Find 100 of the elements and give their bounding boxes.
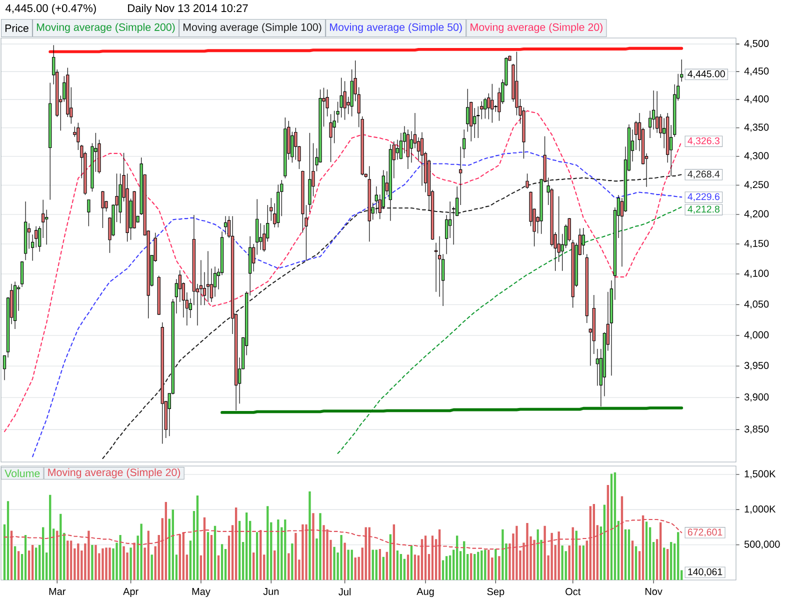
x-tick-label: Mar — [49, 588, 66, 596]
bar — [589, 506, 592, 580]
candlestick — [256, 198, 259, 256]
candlestick — [596, 348, 599, 386]
bar — [217, 555, 220, 580]
bar — [582, 546, 584, 580]
bar — [326, 529, 328, 580]
bar — [108, 548, 111, 580]
bar — [484, 550, 486, 580]
bar — [122, 546, 125, 580]
candlestick — [413, 112, 417, 149]
candlestick — [199, 260, 203, 306]
bar — [677, 532, 680, 580]
bar — [105, 548, 108, 580]
bar — [172, 510, 174, 580]
bar — [88, 530, 90, 580]
bar — [575, 530, 578, 580]
bar — [494, 549, 497, 580]
bar — [642, 515, 644, 580]
bar — [94, 544, 97, 580]
bar — [474, 554, 476, 580]
y-tick-label: 1,000K — [744, 505, 776, 514]
bar — [210, 534, 213, 580]
bar — [662, 548, 666, 580]
bar — [333, 546, 336, 580]
bar — [319, 513, 322, 580]
bar — [302, 524, 304, 580]
bar — [624, 529, 627, 580]
bar — [10, 530, 13, 580]
bar — [288, 553, 290, 580]
bar — [382, 556, 384, 580]
bar — [502, 529, 504, 580]
bar — [312, 513, 314, 580]
bar — [350, 550, 353, 580]
text: Moving average (Simple 100) — [184, 23, 322, 34]
bar — [56, 530, 58, 580]
bar — [424, 536, 427, 580]
bar — [277, 519, 280, 580]
bar — [147, 530, 150, 580]
bar — [378, 549, 381, 580]
bar — [389, 534, 392, 580]
bar — [14, 546, 16, 580]
bar — [628, 529, 630, 580]
text: Price — [5, 24, 28, 32]
bar — [606, 485, 610, 580]
bar — [533, 540, 536, 580]
bar — [396, 550, 399, 580]
candlestick — [202, 272, 206, 306]
bar — [526, 523, 528, 580]
y-tick-label: 4,350 — [744, 124, 769, 132]
candlestick — [396, 139, 400, 160]
bar — [34, 548, 38, 580]
bar — [322, 525, 325, 580]
bar — [516, 526, 518, 580]
bar — [266, 506, 269, 580]
bar — [234, 508, 238, 580]
bar — [66, 540, 69, 580]
y-tick-label: 1,500K — [744, 470, 776, 479]
bar — [400, 554, 402, 580]
bar — [354, 557, 356, 580]
bar — [70, 540, 72, 580]
candlestick — [13, 281, 17, 330]
candlestick — [248, 236, 252, 296]
candlestick — [24, 201, 28, 260]
bar — [24, 534, 27, 580]
bar — [238, 520, 241, 580]
bar — [488, 550, 490, 580]
bar — [60, 514, 62, 580]
bar — [260, 530, 262, 580]
candlestick — [368, 166, 371, 242]
bar — [392, 524, 396, 580]
bar — [564, 551, 567, 580]
bar — [256, 532, 258, 580]
y-tick-label: 4,100 — [744, 270, 769, 278]
candlestick — [343, 80, 346, 120]
x-tick-label: Sep — [487, 588, 504, 598]
x-tick-label: Nov — [645, 588, 662, 596]
bar — [31, 544, 34, 580]
bar — [164, 502, 167, 580]
bar — [49, 494, 52, 580]
bar — [182, 532, 185, 580]
bar — [631, 540, 634, 580]
candlestick — [438, 236, 442, 298]
x-tick-label: Oct — [566, 588, 581, 596]
bar — [578, 546, 581, 580]
bar — [42, 527, 44, 580]
bar — [274, 550, 276, 580]
data-label: 672,601 — [688, 528, 722, 537]
x-tick-label: Apr — [123, 588, 138, 597]
candlestick — [420, 132, 424, 186]
bar — [477, 552, 480, 580]
candlestick — [490, 84, 494, 123]
candlestick — [410, 130, 414, 163]
bar — [456, 536, 458, 580]
candlestick — [224, 216, 228, 235]
y-tick-label: 4,000 — [744, 331, 769, 340]
y-tick-label: 3,950 — [744, 362, 769, 370]
candlestick — [350, 69, 354, 117]
candlestick — [332, 110, 336, 144]
candlestick — [213, 266, 217, 298]
